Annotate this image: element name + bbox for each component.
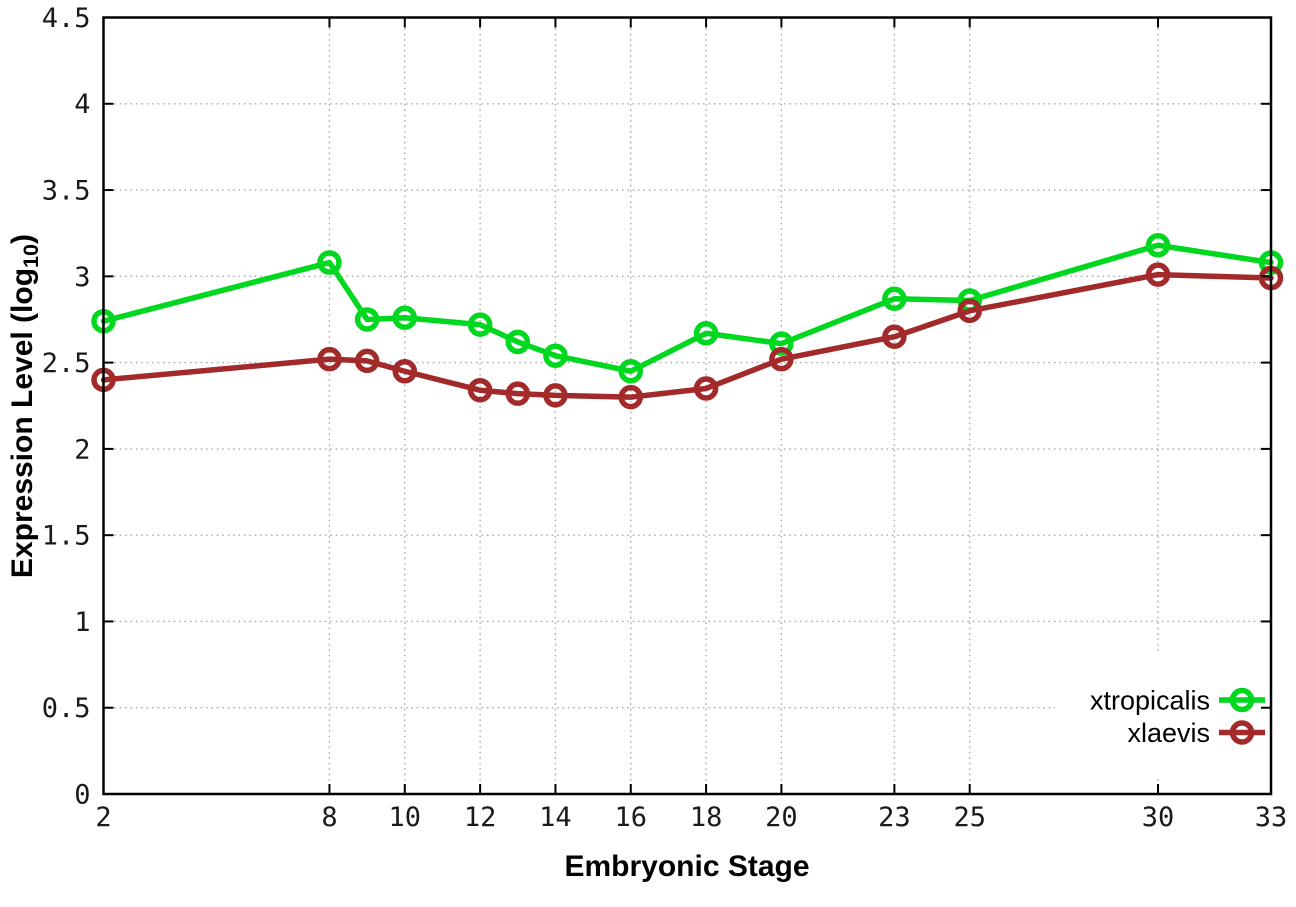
data-point-xtropicalis-30 [1145,233,1171,258]
y-tick-label-0: 0 [74,779,90,810]
x-tick-label-20: 20 [765,802,798,833]
y-tick-label-1.5: 1.5 [42,521,91,552]
series-line-xlaevis [100,271,1274,400]
legend-label-xlaevis: xlaevis [1127,718,1210,748]
legend-clear-box [1055,652,1268,776]
y-tick-label-3.5: 3.5 [42,176,91,207]
data-point-xlaevis-23 [882,324,907,349]
data-point-xtropicalis-14 [543,343,568,368]
series-points-xtropicalis [91,233,1284,384]
x-tick-label-18: 18 [690,802,723,833]
x-tick-label-12: 12 [464,802,497,833]
legend-marker-icon-xlaevis [1229,720,1255,745]
legend-label-xtropicalis: xtropicalis [1090,685,1210,715]
data-point-xtropicalis-9 [354,307,380,332]
y-axis-title-subscript: 10 [18,243,44,268]
x-tick-label-2: 2 [95,802,111,833]
y-tick-label-4.5: 4.5 [42,3,91,34]
plot-border [102,16,1273,796]
y-axis-title-text: Expression Level (log [5,267,39,579]
y-tick-label-3: 3 [74,262,90,293]
data-point-xlaevis-25 [957,298,982,324]
data-point-xtropicalis-20 [769,331,794,356]
data-point-xlaevis-16 [618,384,644,410]
data-point-xtropicalis-10 [392,305,418,330]
x-tick-label-8: 8 [321,802,337,833]
legend-marker-icon-xtropicalis [1229,687,1255,713]
y-tick-label-2.5: 2.5 [42,348,91,379]
data-point-xlaevis-9 [354,348,380,374]
data-point-xlaevis-20 [769,346,794,372]
series-line-xtropicalis [100,242,1274,374]
data-point-xtropicalis-16 [618,358,644,384]
data-point-xtropicalis-23 [882,286,907,312]
data-point-xlaevis-14 [543,383,568,408]
y-tick-label-1: 1 [74,607,90,638]
x-tick-label-33: 33 [1255,802,1288,833]
y-axis-title: Expression Level (log10) [6,234,44,578]
x-axis-title: Embryonic Stage [564,850,810,883]
y-tick-label-0.5: 0.5 [42,693,91,724]
data-point-xlaevis-18 [693,376,719,401]
y-axis-title-text-end: ) [5,233,39,244]
x-tick-label-30: 30 [1142,802,1175,833]
data-point-xlaevis-10 [392,358,418,384]
legend-entry-xtropicalis: xtropicalis [1090,685,1265,715]
legend-entry-xlaevis: xlaevis [1127,718,1265,748]
x-tick-label-14: 14 [539,802,572,833]
x-tick-label-23: 23 [878,802,911,833]
tick-labels: 2 8 10 12 14 16 18 20 23 25 30 33 0 0.5 1 1.5 2 2.5 3 3.5 4 4… [42,3,1288,833]
x-tick-label-16: 16 [615,802,648,833]
data-point-xtropicalis-13 [505,329,531,355]
data-point-xlaevis-12 [467,377,493,403]
data-point-xlaevis-30 [1145,262,1171,287]
y-tick-label-4: 4 [74,89,90,120]
data-point-xlaevis-8 [317,346,342,372]
y-tick-label-2: 2 [74,434,90,465]
data-point-xtropicalis-8 [317,250,342,275]
x-tick-label-25: 25 [953,802,986,833]
tick-marks [102,16,1272,795]
data-point-xtropicalis-18 [693,321,719,346]
x-tick-label-10: 10 [389,802,422,833]
data-point-xlaevis-13 [505,381,531,406]
data-point-xtropicalis-12 [467,312,493,337]
